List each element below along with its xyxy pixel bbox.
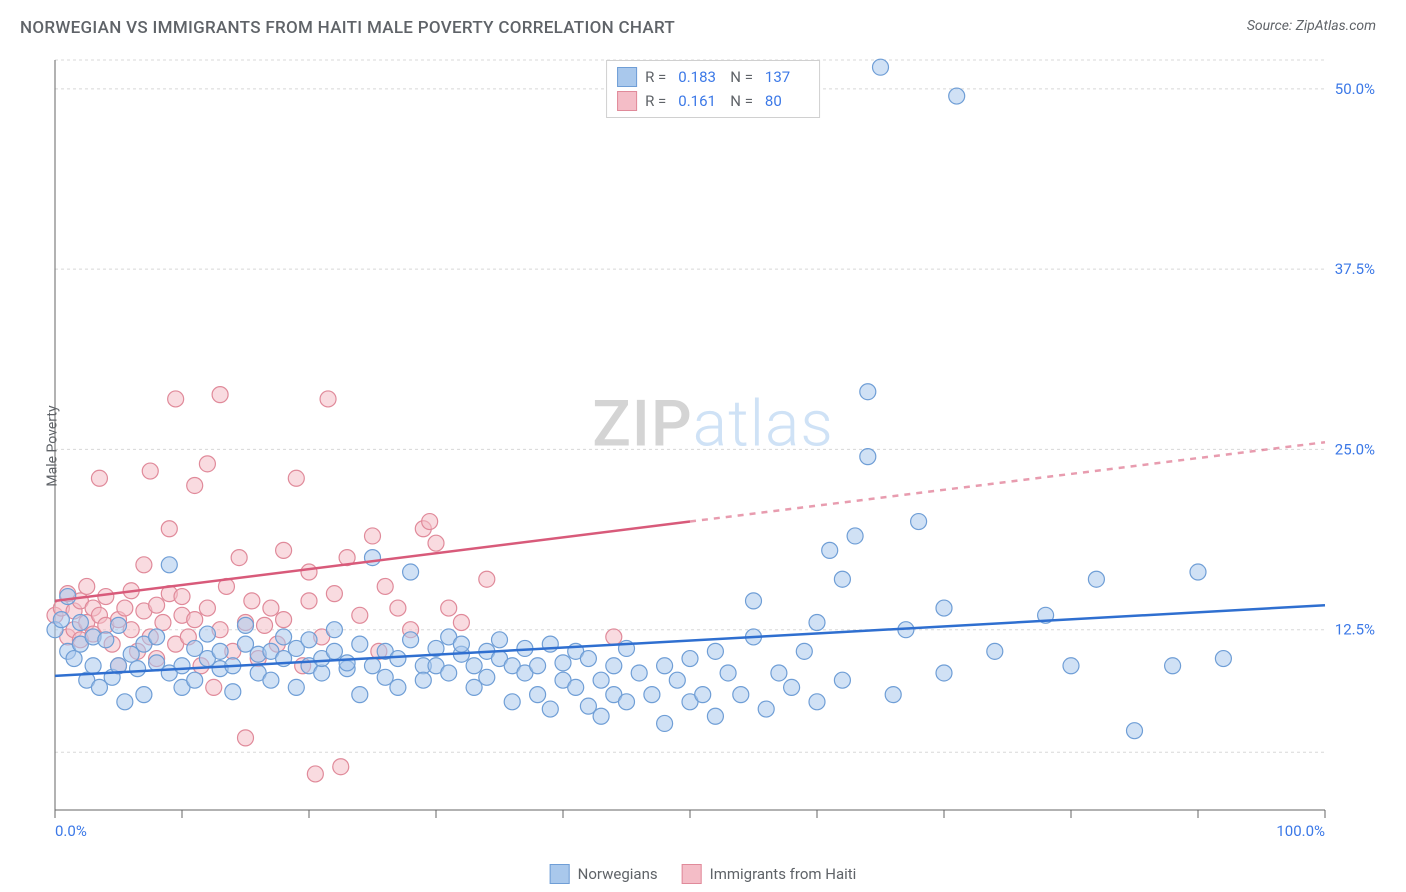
- r-value-haiti: 0.161: [678, 92, 722, 110]
- svg-text:0.0%: 0.0%: [55, 822, 87, 840]
- legend-label-haiti: Immigrants from Haiti: [710, 865, 857, 883]
- svg-text:25.0%: 25.0%: [1335, 440, 1375, 458]
- legend-row-norwegians: R = 0.183 N = 137: [617, 65, 809, 89]
- legend-label-norwegians: Norwegians: [578, 865, 658, 883]
- swatch-haiti: [617, 91, 637, 111]
- swatch-norwegians: [617, 67, 637, 87]
- svg-text:50.0%: 50.0%: [1335, 80, 1375, 98]
- chart-title: NORWEGIAN VS IMMIGRANTS FROM HAITI MALE …: [20, 18, 675, 38]
- n-label: N =: [730, 68, 753, 86]
- series-legend: Norwegians Immigrants from Haiti: [550, 864, 857, 884]
- correlation-legend: R = 0.183 N = 137 R = 0.161 N = 80: [606, 60, 820, 118]
- n-value-haiti: 80: [765, 92, 809, 110]
- legend-item-haiti: Immigrants from Haiti: [682, 864, 857, 884]
- legend-item-norwegians: Norwegians: [550, 864, 658, 884]
- r-value-norwegians: 0.183: [678, 68, 722, 86]
- swatch-haiti: [682, 864, 702, 884]
- source-label: Source: ZipAtlas.com: [1247, 18, 1376, 34]
- n-label: N =: [730, 92, 753, 110]
- svg-text:100.0%: 100.0%: [1276, 822, 1325, 840]
- n-value-norwegians: 137: [765, 68, 809, 86]
- source-prefix: Source:: [1247, 18, 1296, 34]
- source-name: ZipAtlas.com: [1296, 18, 1376, 34]
- swatch-norwegians: [550, 864, 570, 884]
- scatter-plot-svg: 12.5% 25.0% 37.5% 50.0% 0.0% 100.0%: [50, 60, 1376, 852]
- r-label: R =: [645, 92, 666, 110]
- r-label: R =: [645, 68, 666, 86]
- svg-text:37.5%: 37.5%: [1335, 260, 1375, 278]
- svg-text:12.5%: 12.5%: [1335, 621, 1375, 639]
- legend-row-haiti: R = 0.161 N = 80: [617, 89, 809, 113]
- chart-area: R = 0.183 N = 137 R = 0.161 N = 80 ZIPat…: [50, 60, 1376, 852]
